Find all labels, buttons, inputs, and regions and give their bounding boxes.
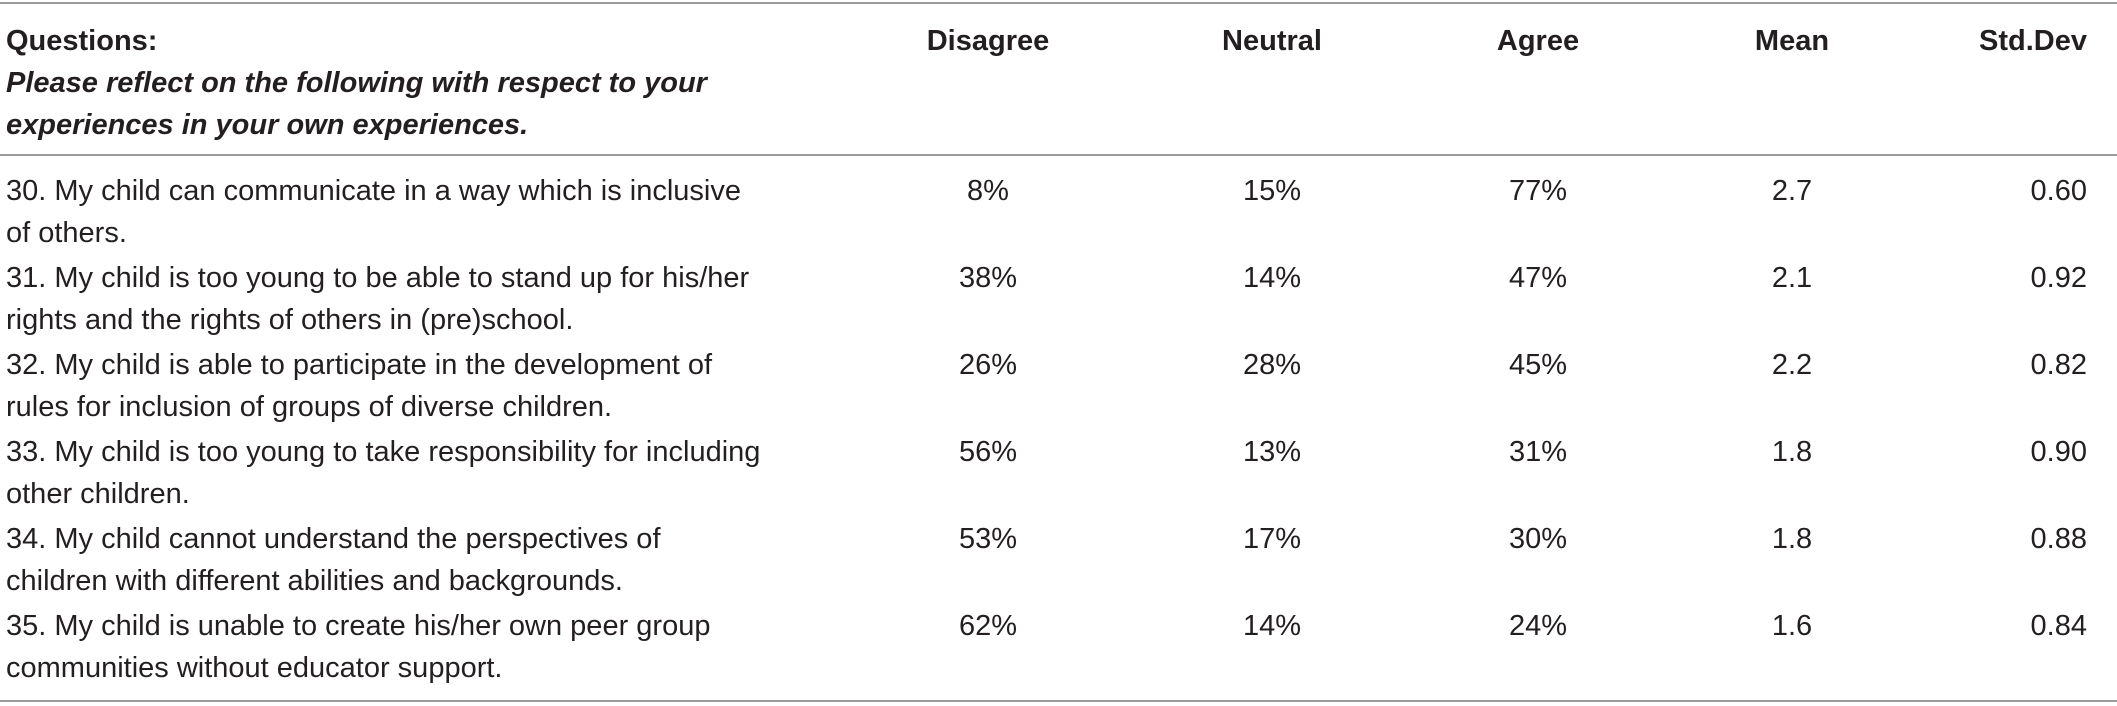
table-row-disagree: 8% <box>967 175 1009 207</box>
table-row-question: 34. My child cannot understand the persp… <box>6 523 661 597</box>
agree-header: Agree <box>1496 25 1580 57</box>
table-row-neutral: 15% <box>1242 175 1302 207</box>
table-row-disagree: 38% <box>958 262 1018 294</box>
table-row-std: 0.84 <box>2030 610 2087 642</box>
table-row-mean: 2.2 <box>1771 349 1813 381</box>
table-row-question: 35. My child is unable to create his/her… <box>6 610 711 684</box>
table-row-disagree: 62% <box>958 610 1018 642</box>
table-row-agree: 31% <box>1508 436 1568 468</box>
table-row-std: 0.92 <box>2030 262 2087 294</box>
bottom-rule <box>0 700 2117 702</box>
table-row-neutral: 28% <box>1242 349 1302 381</box>
std-header: Std.Dev <box>1979 25 2087 57</box>
table-row-agree: 45% <box>1508 349 1568 381</box>
table-row-mean: 1.8 <box>1771 523 1813 555</box>
table-row-agree: 30% <box>1508 523 1568 555</box>
table-row-std: 0.60 <box>2030 175 2087 207</box>
table-row-mean: 2.7 <box>1771 175 1813 207</box>
table-row-agree: 47% <box>1508 262 1568 294</box>
questions-header: Questions: Please reflect on the followi… <box>6 20 707 146</box>
table-row-agree: 77% <box>1508 175 1568 207</box>
table-row-std: 0.88 <box>2030 523 2087 555</box>
table-row-disagree: 53% <box>958 523 1018 555</box>
neutral-header: Neutral <box>1222 25 1322 57</box>
mean-header: Mean <box>1754 25 1830 57</box>
questions-header-title: Questions: <box>6 25 158 57</box>
table-row-question: 33. My child is too young to take respon… <box>6 436 761 510</box>
table-row-neutral: 14% <box>1242 262 1302 294</box>
table-row-neutral: 13% <box>1242 436 1302 468</box>
table-row-std: 0.90 <box>2030 436 2087 468</box>
table-row-disagree: 26% <box>958 349 1018 381</box>
header-rule <box>0 154 2117 156</box>
table-row-neutral: 14% <box>1242 610 1302 642</box>
table-row-question: 31. My child is too young to be able to … <box>6 262 750 336</box>
table-row-mean: 1.8 <box>1771 436 1813 468</box>
questions-header-sub-line2: experiences in your own experiences. <box>6 109 529 141</box>
disagree-header: Disagree <box>926 25 1050 57</box>
table-row-mean: 2.1 <box>1771 262 1813 294</box>
table-row-neutral: 17% <box>1242 523 1302 555</box>
table-row-question: 32. My child is able to participate in t… <box>6 349 713 423</box>
top-rule <box>0 2 2117 4</box>
table-row-mean: 1.6 <box>1771 610 1813 642</box>
questions-header-sub-line1: Please reflect on the following with res… <box>6 67 707 99</box>
table-row-std: 0.82 <box>2030 349 2087 381</box>
table-row-disagree: 56% <box>958 436 1018 468</box>
table-row-agree: 24% <box>1508 610 1568 642</box>
table-row-question: 30. My child can communicate in a way wh… <box>6 175 741 249</box>
